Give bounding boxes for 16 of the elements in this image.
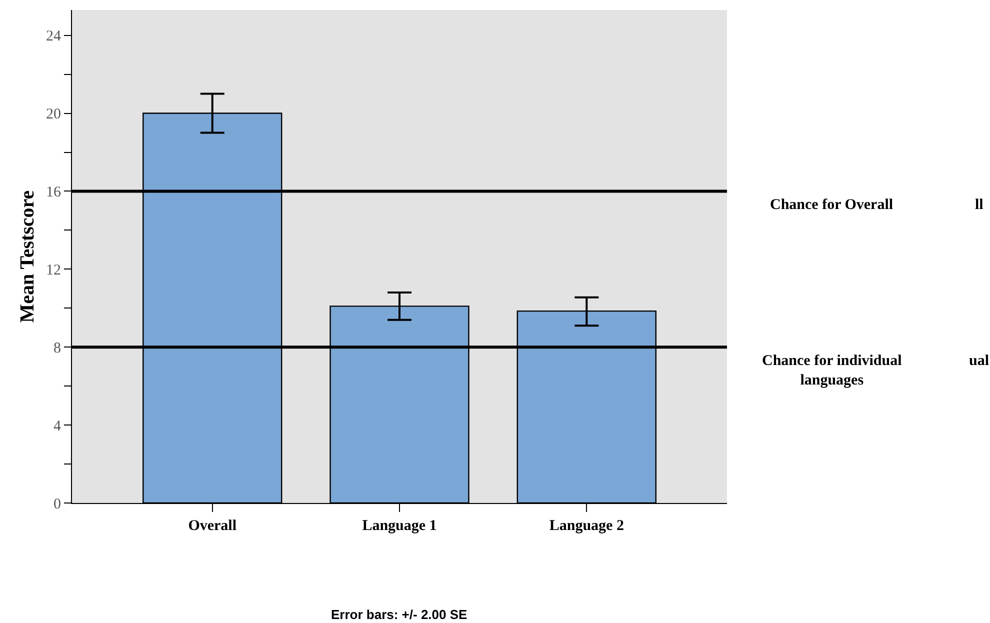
- x-tick-label: Language 1: [362, 518, 437, 534]
- y-tick-label: 4: [54, 418, 62, 434]
- y-tick-label: 8: [54, 340, 61, 356]
- text: ll: [975, 197, 984, 213]
- ref-line-label: Chance for Overall: [770, 197, 894, 213]
- ref-line-label: Chance for individual languages: [762, 353, 902, 388]
- y-tick-label: 0: [54, 496, 61, 512]
- x-tick-label: Overall: [188, 518, 237, 534]
- y-axis-title: Mean Testscore: [16, 190, 38, 323]
- text: Error bars: +/- 2.00 SE: [331, 607, 468, 622]
- y-tick-label: 12: [46, 262, 61, 278]
- x-tick-label: Language 2: [549, 518, 624, 534]
- text: ual: [969, 353, 990, 369]
- y-tick-label: 24: [46, 28, 62, 45]
- y-tick-label: 16: [46, 184, 62, 200]
- y-tick-label: 20: [46, 106, 61, 123]
